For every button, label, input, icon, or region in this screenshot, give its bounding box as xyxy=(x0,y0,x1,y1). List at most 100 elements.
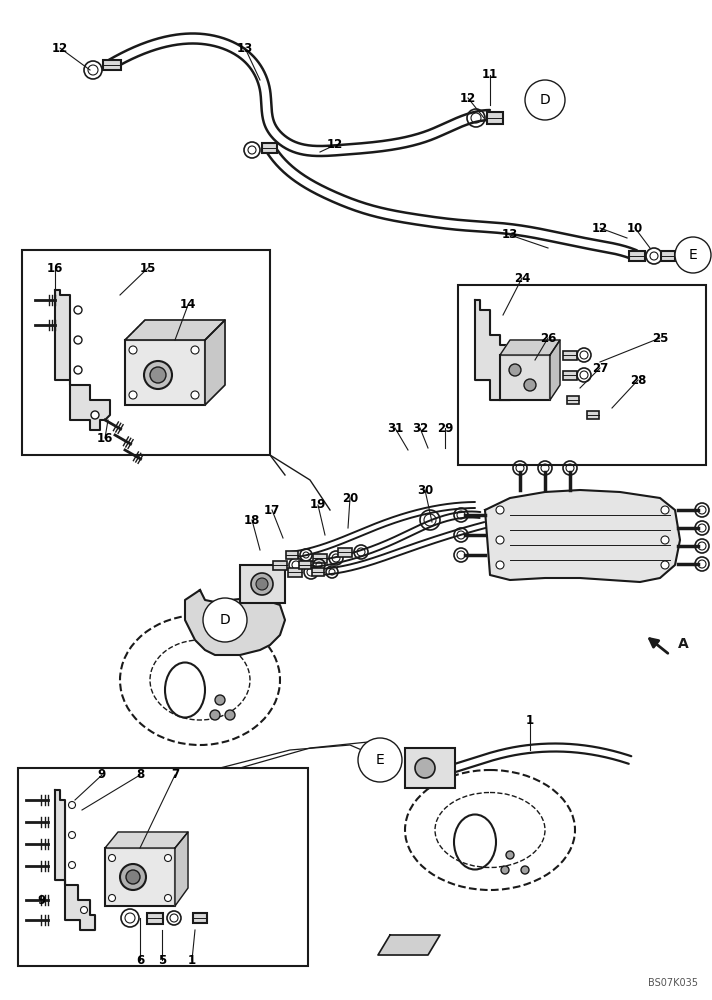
Bar xyxy=(487,112,503,124)
Circle shape xyxy=(191,391,199,399)
Bar xyxy=(240,565,285,603)
Polygon shape xyxy=(205,320,225,405)
Bar xyxy=(105,848,175,906)
Circle shape xyxy=(524,379,536,391)
Bar xyxy=(288,568,302,576)
Text: 7: 7 xyxy=(171,768,179,782)
Text: A: A xyxy=(678,637,689,651)
Polygon shape xyxy=(550,340,560,400)
Circle shape xyxy=(191,346,199,354)
Circle shape xyxy=(108,894,115,902)
Circle shape xyxy=(496,536,504,544)
Circle shape xyxy=(74,306,82,314)
Circle shape xyxy=(68,802,75,808)
Text: 13: 13 xyxy=(502,229,518,241)
Circle shape xyxy=(358,738,402,782)
Circle shape xyxy=(675,237,711,273)
Polygon shape xyxy=(378,935,440,955)
Text: 12: 12 xyxy=(52,41,68,54)
Text: 26: 26 xyxy=(540,332,556,344)
Bar xyxy=(458,285,706,465)
Circle shape xyxy=(144,361,172,389)
Circle shape xyxy=(210,710,220,720)
Text: 27: 27 xyxy=(592,361,608,374)
Text: 16: 16 xyxy=(47,261,63,274)
Circle shape xyxy=(496,561,504,569)
Bar xyxy=(22,250,270,455)
Text: E: E xyxy=(376,753,384,767)
Circle shape xyxy=(496,506,504,514)
Bar xyxy=(338,548,352,556)
Polygon shape xyxy=(55,290,110,430)
Circle shape xyxy=(164,894,172,902)
Text: 28: 28 xyxy=(630,373,646,386)
Text: D: D xyxy=(219,613,231,627)
Bar xyxy=(299,561,311,569)
Polygon shape xyxy=(475,300,520,400)
Bar xyxy=(587,411,599,419)
Circle shape xyxy=(521,866,529,874)
Text: 5: 5 xyxy=(158,954,166,966)
Circle shape xyxy=(256,578,268,590)
Text: 32: 32 xyxy=(412,422,428,434)
Polygon shape xyxy=(125,320,225,340)
Polygon shape xyxy=(105,832,188,848)
Bar xyxy=(103,60,121,70)
Text: 1: 1 xyxy=(188,954,196,966)
Circle shape xyxy=(150,367,166,383)
Bar xyxy=(147,912,163,924)
Circle shape xyxy=(74,366,82,374)
Circle shape xyxy=(68,832,75,838)
Text: 24: 24 xyxy=(514,271,530,284)
Circle shape xyxy=(74,336,82,344)
Text: 11: 11 xyxy=(482,68,498,82)
Text: E: E xyxy=(689,248,697,262)
Bar xyxy=(273,560,287,570)
Text: 31: 31 xyxy=(387,422,403,434)
Circle shape xyxy=(225,710,235,720)
Text: 6: 6 xyxy=(136,954,144,966)
Polygon shape xyxy=(55,790,95,930)
Bar xyxy=(125,340,205,405)
Bar xyxy=(18,768,308,966)
Bar xyxy=(405,748,455,788)
Text: 20: 20 xyxy=(342,491,358,504)
Circle shape xyxy=(251,573,273,595)
Bar xyxy=(500,355,550,400)
Circle shape xyxy=(164,854,172,861)
Text: 25: 25 xyxy=(651,332,668,344)
Bar xyxy=(629,251,645,261)
Bar xyxy=(661,251,675,261)
Text: 9: 9 xyxy=(38,894,46,906)
Text: 19: 19 xyxy=(310,498,326,512)
Circle shape xyxy=(506,851,514,859)
Bar xyxy=(563,370,577,379)
Circle shape xyxy=(108,854,115,861)
Circle shape xyxy=(501,866,509,874)
Bar xyxy=(567,396,579,404)
Circle shape xyxy=(525,80,565,120)
Text: 29: 29 xyxy=(437,422,453,434)
Text: 15: 15 xyxy=(140,261,156,274)
Text: 12: 12 xyxy=(592,222,608,234)
Text: 14: 14 xyxy=(180,298,197,312)
Circle shape xyxy=(91,411,99,419)
Circle shape xyxy=(203,598,247,642)
Bar xyxy=(193,913,207,923)
Polygon shape xyxy=(175,832,188,906)
Circle shape xyxy=(215,695,225,705)
Polygon shape xyxy=(500,340,560,355)
Circle shape xyxy=(129,346,137,354)
Polygon shape xyxy=(185,590,285,655)
Circle shape xyxy=(509,364,521,376)
Circle shape xyxy=(415,758,435,778)
Bar xyxy=(563,351,577,360)
Circle shape xyxy=(80,906,88,914)
Polygon shape xyxy=(485,490,680,582)
Text: 8: 8 xyxy=(136,768,144,782)
Bar xyxy=(312,568,324,576)
Text: D: D xyxy=(540,93,550,107)
Text: 13: 13 xyxy=(237,41,253,54)
Circle shape xyxy=(68,861,75,868)
Text: 16: 16 xyxy=(97,432,113,444)
